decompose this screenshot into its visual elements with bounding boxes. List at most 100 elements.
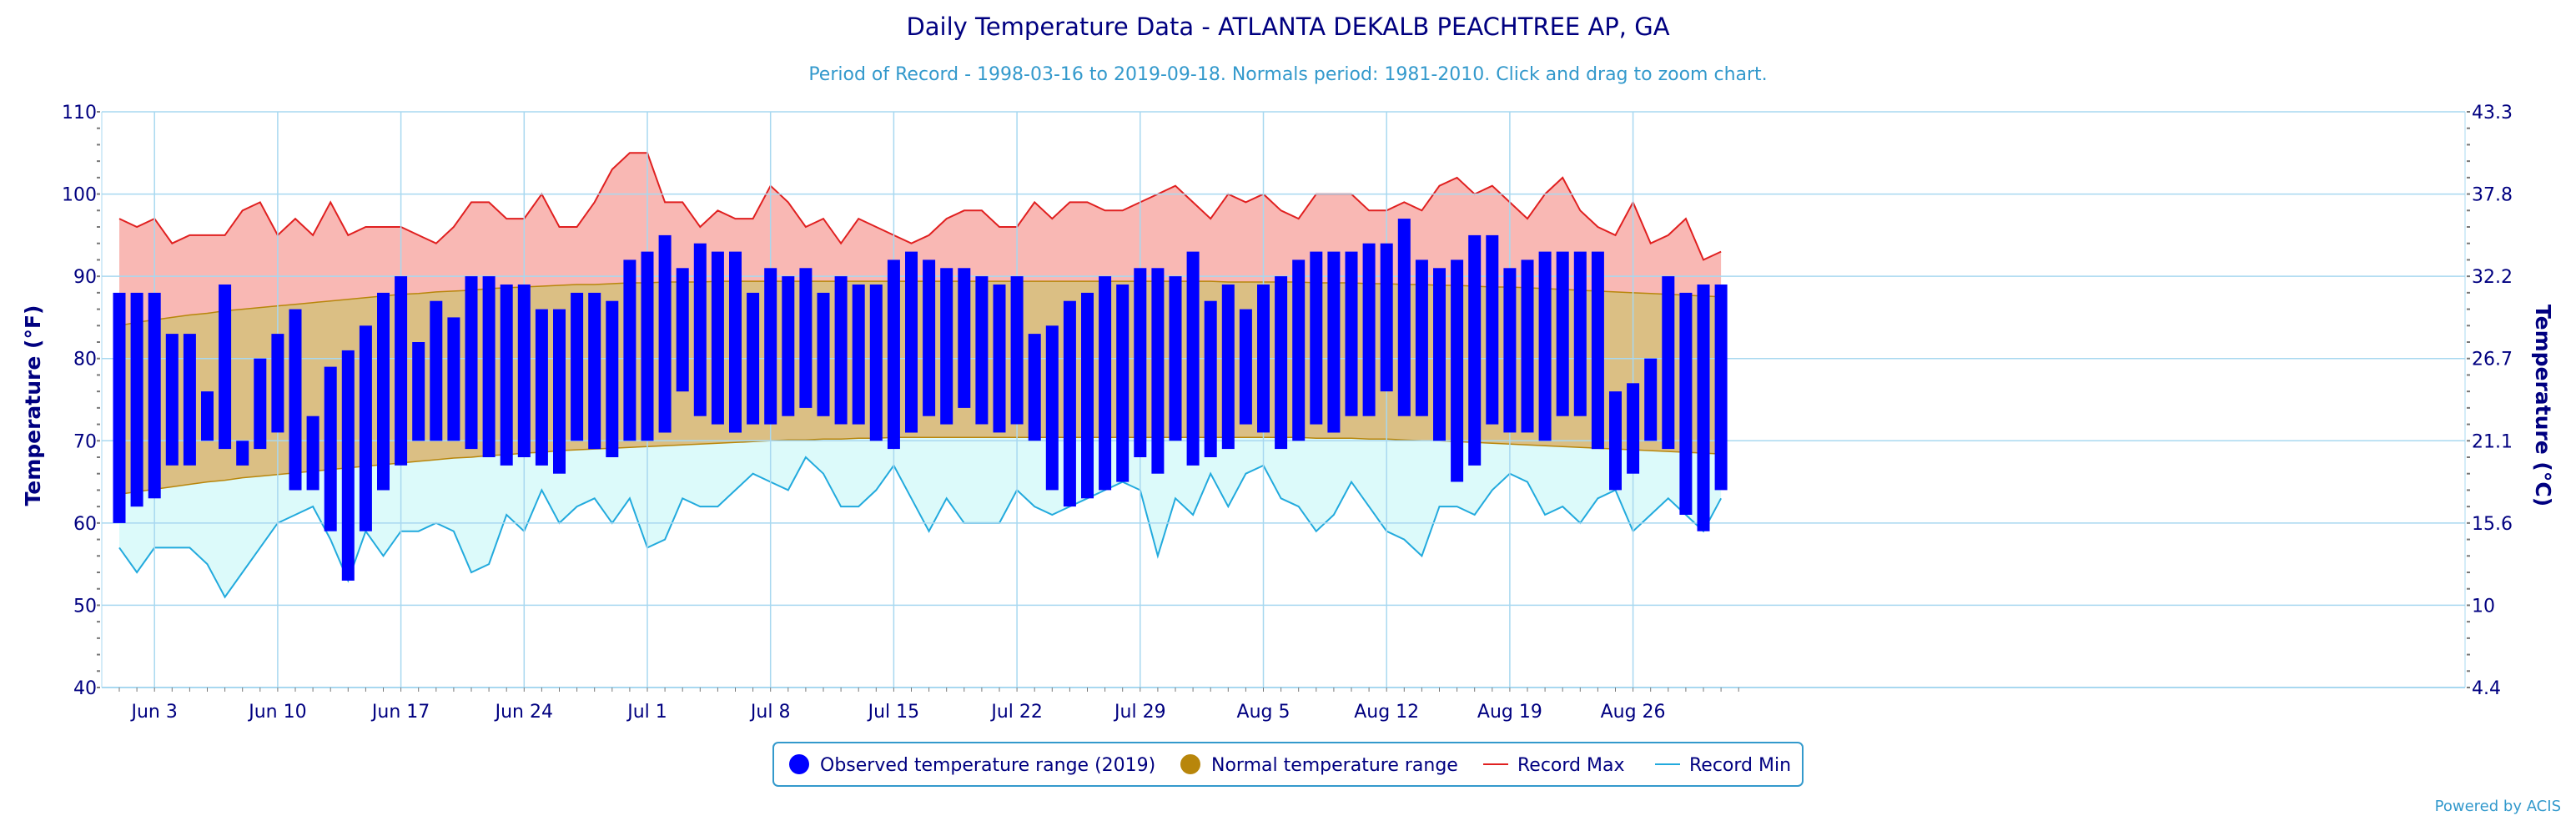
observed-range-bar[interactable]	[1486, 234, 1499, 425]
observed-range-bar[interactable]	[1345, 251, 1358, 416]
observed-range-bar[interactable]	[623, 259, 636, 441]
observed-range-bar[interactable]	[1028, 334, 1041, 441]
observed-range-bar[interactable]	[1397, 219, 1411, 416]
observed-range-bar[interactable]	[447, 317, 460, 441]
observed-range-bar[interactable]	[1204, 300, 1217, 457]
y-tick-label-right: 32.2	[2472, 267, 2513, 288]
observed-range-bar[interactable]	[588, 292, 601, 450]
observed-range-bar[interactable]	[165, 334, 179, 466]
observed-range-bar[interactable]	[869, 285, 883, 441]
observed-range-bar[interactable]	[1275, 276, 1288, 450]
observed-range-bar[interactable]	[1468, 234, 1482, 466]
observed-range-bar[interactable]	[1081, 292, 1094, 499]
observed-range-bar[interactable]	[359, 325, 372, 531]
observed-range-bar[interactable]	[1151, 268, 1165, 474]
observed-range-bar[interactable]	[377, 292, 390, 491]
observed-range-bar[interactable]	[535, 309, 548, 466]
observed-range-bar[interactable]	[1292, 259, 1306, 441]
observed-range-bar[interactable]	[1186, 251, 1200, 466]
observed-range-bar[interactable]	[1503, 268, 1517, 433]
observed-range-bar[interactable]	[271, 334, 284, 433]
observed-range-bar[interactable]	[834, 276, 848, 425]
observed-range-bar[interactable]	[1609, 391, 1622, 491]
observed-range-bar[interactable]	[148, 292, 161, 499]
observed-range-bar[interactable]	[641, 251, 654, 441]
observed-range-series[interactable]	[113, 219, 1728, 581]
observed-range-bar[interactable]	[1415, 259, 1428, 416]
legend-item-record-min[interactable]: Record Min	[1655, 755, 1791, 776]
observed-range-bar[interactable]	[324, 366, 337, 531]
observed-range-bar[interactable]	[465, 276, 478, 450]
observed-range-bar[interactable]	[729, 251, 742, 433]
legend-item-record-max[interactable]: Record Max	[1483, 755, 1625, 776]
observed-range-bar[interactable]	[201, 391, 214, 441]
observed-range-bar[interactable]	[1362, 243, 1376, 416]
observed-range-bar[interactable]	[1380, 243, 1393, 392]
observed-range-bar[interactable]	[412, 342, 425, 441]
observed-range-bar[interactable]	[1239, 309, 1252, 425]
observed-range-bar[interactable]	[782, 276, 795, 416]
observed-range-bar[interactable]	[905, 251, 918, 433]
observed-range-bar[interactable]	[1099, 276, 1112, 491]
observed-range-bar[interactable]	[1644, 358, 1658, 441]
observed-range-bar[interactable]	[130, 292, 143, 507]
observed-range-bar[interactable]	[958, 268, 971, 408]
observed-range-bar[interactable]	[289, 309, 302, 491]
observed-range-bar[interactable]	[887, 259, 900, 450]
observed-range-bar[interactable]	[817, 292, 830, 416]
observed-range-bar[interactable]	[113, 292, 126, 523]
observed-range-bar[interactable]	[658, 234, 672, 433]
observed-range-bar[interactable]	[341, 350, 355, 581]
observed-range-bar[interactable]	[1556, 251, 1569, 416]
observed-range-bar[interactable]	[606, 300, 619, 457]
observed-range-bar[interactable]	[711, 251, 724, 425]
observed-range-bar[interactable]	[1433, 268, 1446, 441]
observed-range-bar[interactable]	[799, 268, 813, 408]
observed-range-bar[interactable]	[993, 285, 1006, 433]
observed-range-bar[interactable]	[500, 285, 513, 466]
observed-range-bar[interactable]	[1627, 383, 1640, 474]
observed-range-bar[interactable]	[553, 309, 566, 474]
observed-range-bar[interactable]	[1521, 259, 1534, 433]
observed-range-bar[interactable]	[1697, 285, 1710, 531]
observed-range-bar[interactable]	[517, 285, 531, 457]
observed-range-bar[interactable]	[1451, 259, 1464, 482]
observed-range-bar[interactable]	[1662, 276, 1675, 450]
observed-range-bar[interactable]	[852, 285, 865, 425]
observed-range-bar[interactable]	[306, 416, 319, 491]
observed-range-bar[interactable]	[1134, 268, 1147, 457]
observed-range-bar[interactable]	[482, 276, 496, 457]
observed-range-bar[interactable]	[1591, 251, 1604, 450]
observed-range-bar[interactable]	[1714, 285, 1728, 491]
observed-range-bar[interactable]	[1679, 292, 1693, 515]
observed-range-bar[interactable]	[747, 292, 760, 425]
observed-range-bar[interactable]	[183, 334, 196, 466]
observed-range-bar[interactable]	[693, 243, 707, 416]
observed-range-bar[interactable]	[1063, 300, 1076, 507]
observed-range-bar[interactable]	[1538, 251, 1552, 441]
observed-range-bar[interactable]	[1257, 285, 1270, 433]
observed-range-bar[interactable]	[676, 268, 689, 392]
observed-range-bar[interactable]	[764, 268, 777, 425]
observed-range-bar[interactable]	[940, 268, 953, 425]
observed-range-bar[interactable]	[1116, 285, 1130, 482]
observed-range-bar[interactable]	[1010, 276, 1024, 425]
observed-range-bar[interactable]	[1169, 276, 1182, 441]
observed-range-bar[interactable]	[1310, 251, 1323, 425]
observed-range-bar[interactable]	[254, 358, 267, 450]
observed-range-bar[interactable]	[1327, 251, 1341, 433]
observed-range-bar[interactable]	[430, 300, 443, 441]
observed-range-bar[interactable]	[1045, 325, 1059, 491]
legend-item-observed[interactable]: Observed temperature range (2019)	[789, 754, 1155, 776]
credit-link[interactable]: Powered by ACIS	[2435, 798, 2561, 815]
legend-item-normal[interactable]: Normal temperature range	[1180, 754, 1458, 776]
observed-range-bar[interactable]	[395, 276, 408, 466]
observed-range-bar[interactable]	[975, 276, 989, 425]
observed-range-bar[interactable]	[571, 292, 584, 441]
observed-range-bar[interactable]	[1573, 251, 1587, 416]
observed-range-bar[interactable]	[923, 259, 936, 416]
observed-range-bar[interactable]	[1221, 285, 1235, 450]
observed-range-bar[interactable]	[236, 441, 249, 466]
observed-range-bar[interactable]	[219, 285, 232, 450]
